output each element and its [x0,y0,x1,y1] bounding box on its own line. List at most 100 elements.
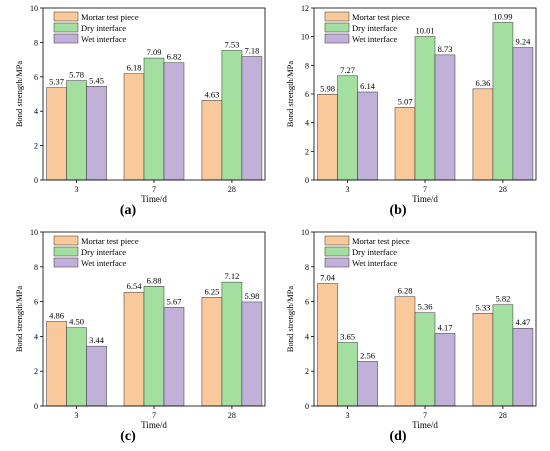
panel-4-y-tick-label-3: 4 [305,332,309,341]
panel-2-legend-swatch-2 [324,22,350,33]
panel-2-data-label-1-1: 5.98 [320,83,335,93]
panel-4-data-label-1-1: 7.04 [320,273,336,283]
panel-3-bar-2-3 [221,281,243,407]
panel-4-bar-1-3 [472,313,494,407]
panel-4-bar-1-1 [317,283,338,407]
panel-1-y-tick-label-6: 10 [30,4,38,13]
panel-1-x-axis-title: Time/d [141,194,167,204]
panel-3-data-label-3-2: 5.67 [167,296,182,306]
panel-3-bar-3-1 [86,345,107,407]
panel-3-data-label-2-1: 4.50 [69,317,84,327]
panel-4-data-label-1-2: 6.28 [398,286,413,296]
panel-1-bar-2-1 [66,80,87,181]
panel-1-data-label-1-1: 5.37 [49,77,64,87]
panel-2-data-label-1-3: 6.36 [475,78,490,88]
panel-2-y-tick-label-3: 4 [305,119,309,128]
panel-4-data-label-1-3: 5.33 [475,302,490,312]
panel-3-x-axis-title: Time/d [141,420,167,430]
panel-3-legend-label-1: Mortar test piece [81,236,139,246]
panel-2-bar-2-3 [492,22,514,181]
panel-1-legend-swatch-1 [53,11,79,22]
panel-2-bar-1-2 [394,107,416,181]
panel-1-y-axis-title: Bond strength/MPa [14,61,24,128]
panel-3-plot-frame [42,231,266,407]
panel-4-data-label-2-2: 5.36 [418,302,433,312]
panel-1-data-label-3-1: 5.45 [89,75,104,85]
panel-1-plot-frame [42,7,266,181]
panel-2-legend-swatch-3 [324,33,350,44]
panel-3-legend-swatch-3 [53,257,79,268]
panel-label-b: (b) [389,203,407,218]
panel-3-bar-2-1 [66,327,87,407]
panel-3-y-tick-label-1: 0 [34,402,38,411]
panel-1-y-tick-label-4: 6 [34,73,38,82]
panel-2-data-label-3-3: 9.24 [515,37,531,47]
panel-2-legend-label-1: Mortar test piece [352,12,410,22]
panel-4-data-label-2-1: 3.65 [340,331,355,341]
panel-4-y-tick-label-5: 8 [305,263,309,272]
panel-2-y-tick-label-2: 2 [305,147,309,156]
panel-2-bar-2-1 [337,75,358,181]
panel-4-y-tick-label-6: 10 [301,228,309,237]
panel-4-bar-2-1 [337,342,358,407]
panel-3-x-tick-label-1: 3 [75,411,79,420]
panel-4-x-tick-label-3: 28 [499,411,507,420]
panel-3-data-label-1-1: 4.86 [49,310,64,320]
panel-2-plot-frame [313,7,537,181]
panel-3-y-tick-label-2: 2 [34,367,38,376]
panel-3-legend-label-2: Dry interface [81,247,126,257]
panel-1-bar-3-2 [163,62,185,181]
panel-4-x-axis-title: Time/d [412,420,438,430]
panel-3-bar-1-3 [201,297,223,407]
panel-4-bar-2-2 [414,312,436,407]
panel-label-d: (d) [389,429,407,444]
panel-4-bar-3-1 [357,361,378,407]
panel-1-bar-3-1 [86,86,107,181]
panel-2-x-tick-label-1: 3 [346,185,350,194]
panel-1-bar-3-3 [241,56,263,181]
panel-3-y-tick-label-5: 8 [34,263,38,272]
panel-1-y-tick-label-1: 0 [34,176,38,185]
panel-4-y-tick-label-1: 0 [305,402,309,411]
panel-1-data-label-2-1: 5.78 [69,70,84,80]
panel-3-legend-swatch-2 [53,246,79,257]
panel-2-y-axis-title: Bond strength/MPa [285,61,295,128]
panel-2-x-tick-label-2: 7 [423,185,427,194]
panel-4-bar-3-2 [434,333,456,407]
panel-1-x-tick-label-1: 3 [75,185,79,194]
panel-2-data-label-3-1: 6.14 [360,81,376,91]
panel-1-y-tick-label-5: 8 [34,38,38,47]
panel-3-data-label-1-3: 6.25 [204,286,219,296]
panel-2-legend-swatch-1 [324,11,350,22]
panel-2-data-label-3-2: 8.73 [438,44,453,54]
panel-3-bar-3-2 [163,307,185,407]
panel-3-bar-3-3 [241,301,263,407]
panel-1-x-tick-label-2: 7 [152,185,156,194]
panel-1-y-tick-label-2: 2 [34,142,38,151]
panel-1-data-label-1-3: 4.63 [204,89,219,99]
panel-2-bar-3-3 [512,47,534,181]
panel-1-data-label-3-3: 7.18 [244,46,259,56]
panel-label-c: (c) [120,429,136,444]
panel-3-y-tick-label-4: 6 [34,298,38,307]
panel-1-legend-swatch-3 [53,33,79,44]
panel-2-y-tick-label-7: 12 [301,4,309,13]
panel-4-legend-label-2: Dry interface [352,247,397,257]
panel-2-bar-2-2 [414,36,436,181]
panel-3-y-tick-label-3: 4 [34,332,38,341]
panel-1-bar-2-2 [143,57,165,181]
panel-1-bar-1-2 [123,73,145,181]
panel-4-y-axis-title: Bond strength/MPa [285,286,295,353]
panel-4-legend-swatch-3 [324,257,350,268]
panel-1-data-label-2-3: 7.53 [224,39,239,49]
panel-4-legend-swatch-1 [324,235,350,246]
panel-2-y-tick-label-6: 10 [301,33,309,42]
panel-3-data-label-3-3: 5.98 [244,291,259,301]
panel-2-bar-1-3 [472,88,494,181]
panel-2-bar-3-2 [434,54,456,181]
panel-1-data-label-3-2: 6.82 [167,52,182,62]
panel-4-y-tick-label-2: 2 [305,367,309,376]
panel-2-y-tick-label-5: 8 [305,61,309,70]
panel-3-x-tick-label-2: 7 [152,411,156,420]
panel-4-plot-frame [313,231,537,407]
